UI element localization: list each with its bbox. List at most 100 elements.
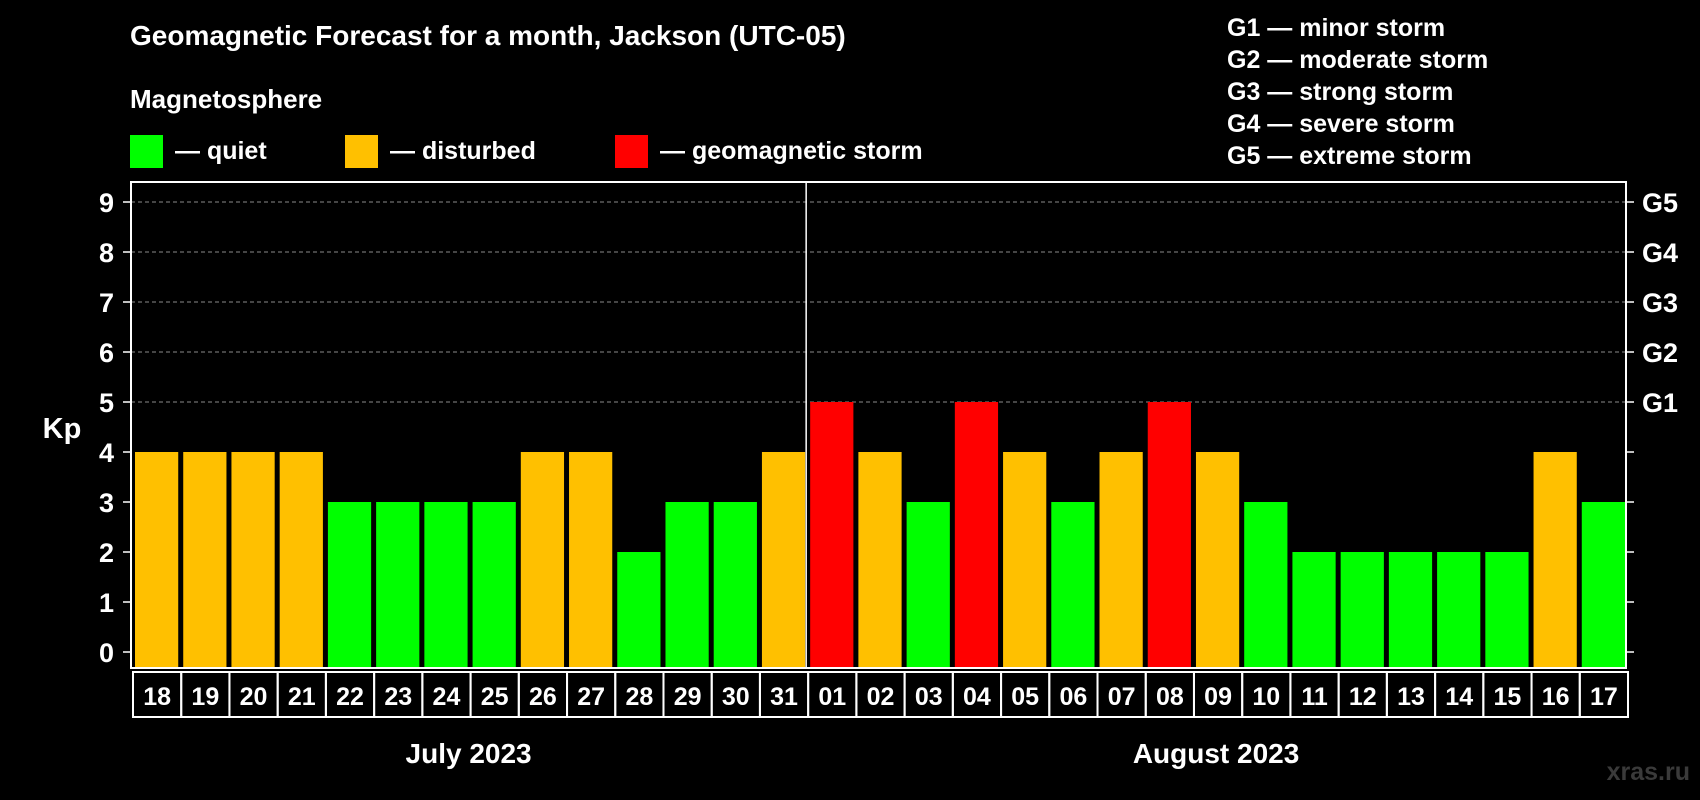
bar-day-29	[1485, 552, 1529, 668]
watermark: xras.ru	[1606, 758, 1690, 786]
storm-level-g1: G1 — minor storm	[1227, 14, 1446, 42]
bar-day-16	[858, 452, 902, 668]
date-label-22: 08	[1156, 683, 1184, 711]
date-label-13: 30	[722, 683, 750, 711]
right-tick-label-g3: G3	[1642, 288, 1678, 318]
bar-day-23	[1195, 452, 1240, 668]
bar-day-24	[1244, 502, 1288, 668]
right-tick-label-g5: G5	[1642, 188, 1678, 218]
bar-day-28	[1437, 552, 1481, 668]
y-tick-label-3: 3	[99, 488, 114, 518]
date-label-20: 06	[1059, 683, 1087, 711]
month-label-1: July 2023	[406, 738, 532, 769]
bar-day-14	[761, 452, 806, 668]
y-tick-label-2: 2	[99, 538, 114, 568]
bar-day-12	[665, 502, 709, 668]
date-label-12: 29	[674, 683, 702, 711]
y-tick-label-7: 7	[99, 288, 114, 318]
bar-day-17	[906, 502, 950, 668]
bar-day-19	[1003, 452, 1047, 668]
legend-item-storm: — geomagnetic storm	[615, 134, 923, 168]
bar-day-18	[954, 402, 999, 668]
legend-label-storm: — geomagnetic storm	[660, 136, 923, 165]
date-label-14: 31	[770, 683, 798, 711]
date-label-5: 22	[336, 683, 364, 711]
date-label-29: 15	[1494, 683, 1522, 711]
bar-day-5	[327, 502, 372, 668]
date-label-15: 01	[818, 683, 846, 711]
legend-item-quiet: — quiet	[130, 134, 267, 168]
bar-day-25	[1292, 552, 1336, 668]
y-tick-label-6: 6	[99, 338, 114, 368]
date-label-11: 28	[625, 683, 653, 711]
date-label-31: 17	[1590, 683, 1618, 711]
storm-level-g4: G4 — severe storm	[1227, 110, 1455, 138]
y-tick-label-8: 8	[99, 238, 114, 268]
y-tick-label-0: 0	[99, 638, 114, 668]
bar-day-13	[713, 502, 757, 668]
y-axis-label: Kp	[43, 413, 82, 445]
bar-day-11	[617, 552, 661, 668]
date-label-6: 23	[384, 683, 412, 711]
date-label-4: 21	[288, 683, 316, 711]
date-label-26: 12	[1349, 683, 1377, 711]
bar-day-4	[279, 452, 323, 668]
date-label-25: 11	[1301, 683, 1328, 711]
legend-swatch-quiet	[130, 134, 163, 168]
legend-title: Magnetosphere	[130, 84, 323, 114]
bar-day-21	[1099, 452, 1143, 668]
storm-level-g5: G5 — extreme storm	[1227, 142, 1472, 170]
storm-level-legend: G1 — minor storm G2 — moderate storm G3 …	[1227, 12, 1488, 172]
date-label-9: 26	[529, 683, 557, 711]
date-label-10: 27	[577, 683, 605, 711]
bar-day-27	[1388, 552, 1433, 668]
storm-level-g3: G3 — strong storm	[1227, 78, 1454, 106]
date-label-19: 05	[1011, 683, 1039, 711]
right-tick-label-g2: G2	[1642, 338, 1678, 368]
date-label-2: 19	[191, 683, 219, 711]
date-label-7: 24	[433, 683, 461, 711]
date-label-23: 09	[1204, 683, 1232, 711]
bar-day-30	[1533, 452, 1577, 668]
date-label-21: 07	[1108, 683, 1136, 711]
bar-day-10	[569, 452, 613, 668]
bar-day-26	[1340, 552, 1384, 668]
right-tick-label-g1: G1	[1642, 388, 1678, 418]
date-label-8: 25	[481, 683, 509, 711]
bar-day-2	[183, 452, 227, 668]
date-label-17: 03	[915, 683, 943, 711]
date-label-30: 16	[1542, 683, 1570, 711]
bar-day-22	[1147, 402, 1191, 668]
legend-label-disturbed: — disturbed	[390, 136, 536, 165]
date-label-3: 20	[240, 683, 268, 711]
y-tick-label-1: 1	[99, 588, 114, 618]
date-label-16: 02	[867, 683, 895, 711]
bar-day-6	[376, 502, 420, 668]
bar-day-15	[810, 402, 854, 668]
right-tick-label-g4: G4	[1642, 238, 1678, 268]
legend-swatch-disturbed	[345, 134, 378, 168]
bar-day-3	[231, 452, 275, 668]
date-label-27: 13	[1397, 683, 1425, 711]
bar-day-7	[424, 502, 468, 668]
y-tick-label-9: 9	[99, 188, 114, 218]
bar-day-20	[1051, 502, 1095, 668]
date-label-24: 10	[1252, 683, 1280, 711]
date-box-31	[1578, 671, 1629, 718]
legend-swatch-storm	[615, 134, 648, 168]
bar-day-31	[1581, 502, 1625, 668]
plot-frame	[130, 181, 1627, 669]
legend-item-disturbed: — disturbed	[345, 134, 536, 168]
storm-level-g2: G2 — moderate storm	[1227, 46, 1489, 74]
chart-title: Geomagnetic Forecast for a month, Jackso…	[130, 20, 846, 51]
month-label-2: August 2023	[1133, 738, 1300, 769]
legend-label-quiet: — quiet	[175, 136, 267, 165]
bar-day-1	[135, 452, 179, 668]
y-tick-label-5: 5	[99, 388, 114, 418]
date-label-18: 04	[963, 683, 991, 711]
date-label-28: 14	[1445, 683, 1473, 711]
date-label-1: 18	[143, 683, 171, 711]
bar-day-8	[472, 502, 516, 668]
bar-day-9	[520, 452, 565, 668]
